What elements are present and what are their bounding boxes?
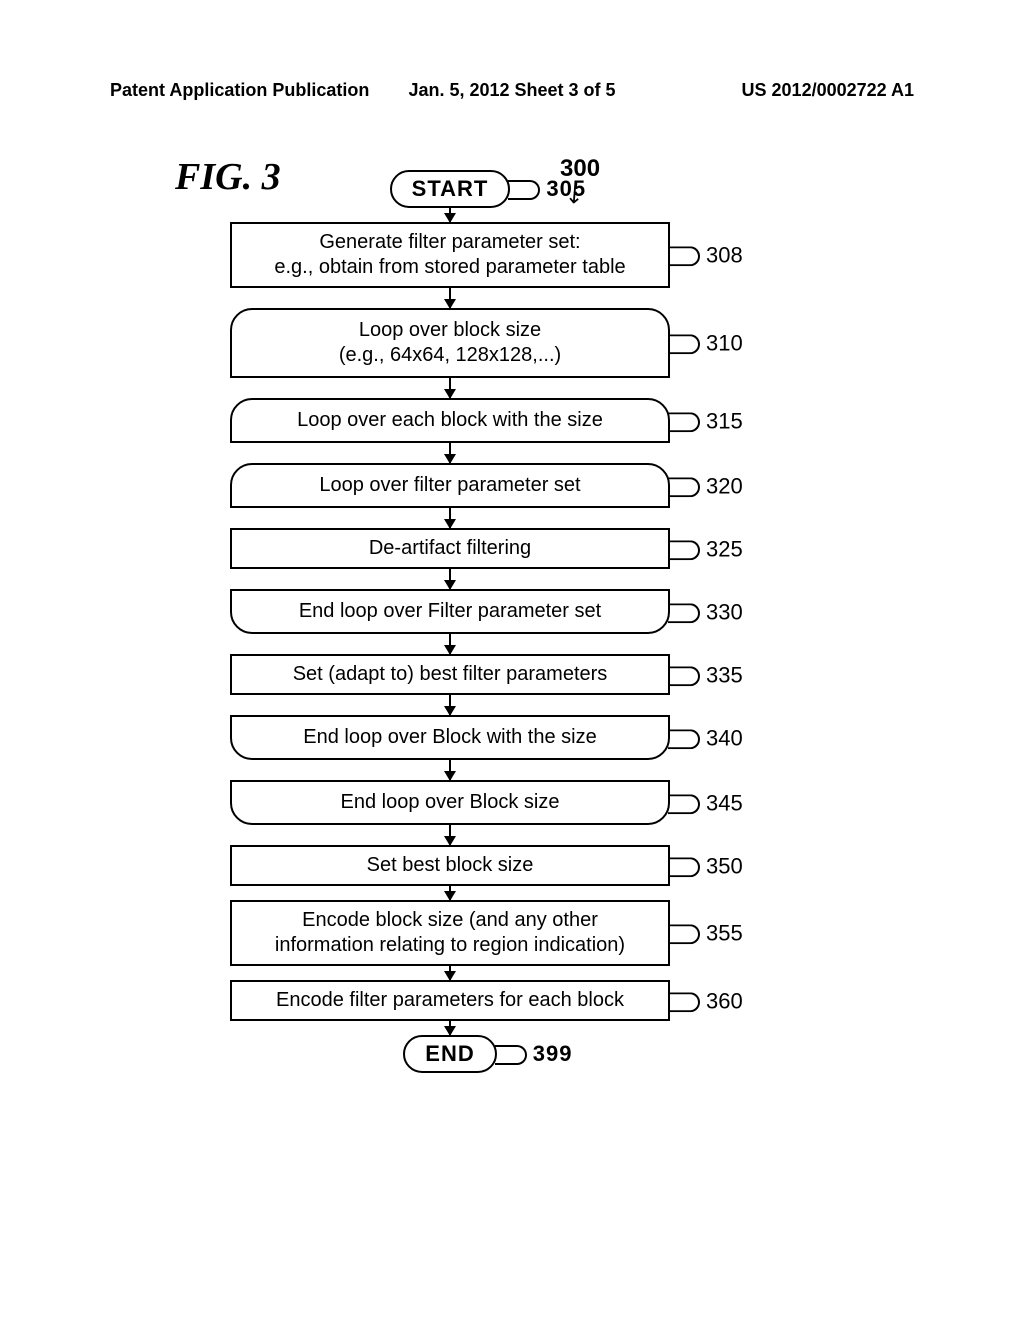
ls3-ref-label: 320 bbox=[668, 472, 743, 500]
best2-ref-number: 350 bbox=[706, 853, 743, 878]
filt-box: De-artifact filtering325 bbox=[230, 528, 670, 569]
le3-ref-label: 330 bbox=[668, 598, 743, 626]
flow-arrow bbox=[449, 966, 452, 980]
flow-arrow bbox=[449, 288, 452, 308]
gen-ref-label: 308 bbox=[668, 241, 743, 269]
end-ref-label: 399 bbox=[495, 1041, 573, 1067]
enc2-ref-label: 360 bbox=[668, 987, 743, 1015]
start-ref-label: 305 bbox=[508, 176, 586, 202]
label-connector-icon bbox=[668, 666, 700, 686]
flow-arrow bbox=[449, 886, 452, 900]
le2-loop-end: End loop over Block with the size340 bbox=[230, 715, 670, 760]
best2-box: Set best block size350 bbox=[230, 845, 670, 886]
ls3-ref-number: 320 bbox=[706, 473, 743, 498]
best2-ref-label: 350 bbox=[668, 852, 743, 880]
label-connector-icon bbox=[668, 540, 700, 560]
flow-arrow bbox=[449, 695, 452, 715]
end-ref-number: 399 bbox=[533, 1041, 573, 1066]
flow-arrow bbox=[449, 825, 452, 845]
enc1-ref-label: 355 bbox=[668, 919, 743, 947]
gen-ref-number: 308 bbox=[706, 242, 743, 267]
label-connector-icon bbox=[668, 412, 700, 432]
label-connector-icon bbox=[668, 794, 700, 814]
le1-loop-end: End loop over Block size345 bbox=[230, 780, 670, 825]
label-connector-icon bbox=[668, 246, 700, 266]
label-connector-icon bbox=[668, 924, 700, 944]
label-connector-icon bbox=[668, 857, 700, 877]
ls1-ref-number: 310 bbox=[706, 330, 743, 355]
enc2-box: Encode filter parameters for each block3… bbox=[230, 980, 670, 1021]
best1-ref-number: 335 bbox=[706, 662, 743, 687]
flow-arrow bbox=[449, 634, 452, 654]
flow-arrow bbox=[449, 569, 452, 589]
flow-arrow bbox=[449, 443, 452, 463]
ls2-ref-number: 315 bbox=[706, 408, 743, 433]
label-connector-icon bbox=[668, 477, 700, 497]
start-ref-number: 305 bbox=[546, 176, 586, 201]
filt-ref-label: 325 bbox=[668, 535, 743, 563]
label-connector-icon bbox=[508, 180, 540, 200]
le3-ref-number: 330 bbox=[706, 599, 743, 624]
ls3-loop-start: Loop over filter parameter set320 bbox=[230, 463, 670, 508]
gen-box: Generate filter parameter set:e.g., obta… bbox=[230, 222, 670, 288]
le2-ref-number: 340 bbox=[706, 725, 743, 750]
le2-ref-label: 340 bbox=[668, 724, 743, 752]
flow-arrow bbox=[449, 378, 452, 398]
flowchart: START305 Generate filter parameter set:e.… bbox=[190, 170, 710, 1073]
le1-ref-number: 345 bbox=[706, 790, 743, 815]
filt-ref-number: 325 bbox=[706, 536, 743, 561]
end-terminator: END399 bbox=[403, 1035, 496, 1073]
label-connector-icon bbox=[668, 334, 700, 354]
enc2-ref-number: 360 bbox=[706, 988, 743, 1013]
enc1-ref-number: 355 bbox=[706, 920, 743, 945]
ls2-ref-label: 315 bbox=[668, 407, 743, 435]
flow-arrow bbox=[449, 208, 452, 222]
flow-arrow bbox=[449, 1021, 452, 1035]
page-header: Patent Application Publication Jan. 5, 2… bbox=[110, 80, 914, 101]
header-left: Patent Application Publication bbox=[110, 80, 369, 101]
le1-ref-label: 345 bbox=[668, 789, 743, 817]
best1-ref-label: 335 bbox=[668, 661, 743, 689]
label-connector-icon bbox=[495, 1045, 527, 1065]
header-right: US 2012/0002722 A1 bbox=[742, 80, 914, 101]
flow-arrow bbox=[449, 760, 452, 780]
flow-arrow bbox=[449, 508, 452, 528]
label-connector-icon bbox=[668, 603, 700, 623]
ls2-loop-start: Loop over each block with the size315 bbox=[230, 398, 670, 443]
best1-box: Set (adapt to) best filter parameters335 bbox=[230, 654, 670, 695]
header-center: Jan. 5, 2012 Sheet 3 of 5 bbox=[408, 80, 615, 101]
label-connector-icon bbox=[668, 729, 700, 749]
le3-loop-end: End loop over Filter parameter set330 bbox=[230, 589, 670, 634]
ls1-loop-start: Loop over block size(e.g., 64x64, 128x12… bbox=[230, 308, 670, 378]
start-terminator: START305 bbox=[390, 170, 511, 208]
ls1-ref-label: 310 bbox=[668, 329, 743, 357]
enc1-box: Encode block size (and any otherinformat… bbox=[230, 900, 670, 966]
label-connector-icon bbox=[668, 992, 700, 1012]
